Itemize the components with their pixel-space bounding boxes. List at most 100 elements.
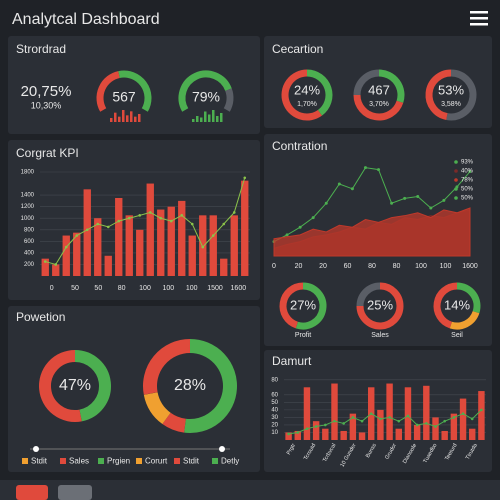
legend-dot xyxy=(454,169,458,173)
bar xyxy=(303,387,311,440)
x-tick-label: 50 xyxy=(94,285,102,292)
menu-bar xyxy=(470,23,488,26)
mini-bar xyxy=(138,114,141,122)
line-point xyxy=(324,201,328,205)
legend-label: Stdit xyxy=(183,457,200,466)
bottom-bar xyxy=(0,480,500,500)
trend-point xyxy=(159,216,163,220)
legend-label: 50% xyxy=(461,196,474,202)
donut-segment xyxy=(446,69,477,121)
x-tick-label: 100 xyxy=(162,285,174,292)
y-tick-label: 80 xyxy=(271,377,278,383)
bar xyxy=(349,413,357,440)
bar xyxy=(322,428,329,440)
y-tick-label: 1800 xyxy=(21,170,35,176)
x-tick-label: 1600 xyxy=(231,285,247,292)
line-point xyxy=(442,198,446,202)
slider-handle[interactable] xyxy=(33,446,39,452)
trend-point xyxy=(232,211,236,214)
gauge-fill xyxy=(178,70,232,112)
donut-label: 53% xyxy=(438,82,464,97)
line xyxy=(273,167,471,243)
bar xyxy=(294,430,301,440)
app-icon[interactable] xyxy=(16,485,48,500)
line-point xyxy=(468,170,472,174)
donut-sub: 3,70% xyxy=(369,101,389,108)
legend-label: Prgien xyxy=(107,457,130,466)
donut-segment xyxy=(433,282,458,329)
mini-bar xyxy=(216,116,219,122)
header-title: Analytcal Dashboard xyxy=(12,11,160,28)
trend-point xyxy=(117,219,121,223)
bar xyxy=(115,198,123,276)
bar xyxy=(94,218,102,276)
menu-bar xyxy=(470,11,488,14)
bar xyxy=(125,215,133,276)
sub-stat: 10,30% xyxy=(31,100,62,110)
mini-bar xyxy=(204,111,207,122)
menu-icon[interactable] xyxy=(470,11,488,26)
line-point xyxy=(285,233,289,237)
line-point xyxy=(377,168,381,172)
line-point xyxy=(298,225,302,229)
bar xyxy=(404,387,412,440)
x-tick-label: 50 xyxy=(71,285,79,292)
mini-bar xyxy=(192,119,195,122)
donut-segment xyxy=(281,69,322,121)
legend-label: 78% xyxy=(461,178,474,184)
legend-dot xyxy=(454,196,458,200)
trend-point xyxy=(342,422,345,425)
bar xyxy=(450,413,458,440)
donut-segment xyxy=(353,69,380,96)
bar xyxy=(209,215,217,276)
legend-dot xyxy=(454,187,458,191)
donut-segment xyxy=(425,69,452,121)
y-tick-label: 40 xyxy=(271,407,278,413)
x-tick-label: 1500 xyxy=(207,285,223,292)
trend-line xyxy=(45,177,246,266)
x-tick-label: 80 xyxy=(393,263,401,270)
donut-segment xyxy=(162,412,187,433)
trend-point xyxy=(333,419,336,423)
donut-segment xyxy=(143,339,191,395)
bar xyxy=(478,391,485,440)
trend-point xyxy=(43,260,47,263)
y-tick-label: 200 xyxy=(24,262,35,268)
gauge-rest xyxy=(223,88,234,112)
legend-swatch xyxy=(212,458,218,464)
trend-point xyxy=(296,431,300,434)
bar xyxy=(423,385,430,440)
trend-point xyxy=(138,214,142,217)
y-tick-label: 30 xyxy=(271,415,278,421)
y-tick-label: 10 xyxy=(271,430,278,436)
trend-point xyxy=(96,222,100,226)
trend-point xyxy=(480,408,483,412)
legend-label: 40% xyxy=(461,169,474,175)
trend-point xyxy=(324,423,327,427)
trend-point xyxy=(75,234,79,237)
trend-point xyxy=(443,419,446,423)
bar xyxy=(220,258,228,276)
bar xyxy=(358,432,366,440)
slider-handle[interactable] xyxy=(219,446,225,452)
bar xyxy=(285,432,292,440)
donut-segment xyxy=(449,310,480,330)
mini-bar xyxy=(220,113,223,122)
donut-segment xyxy=(295,282,327,330)
legend-swatch xyxy=(136,458,142,464)
panel xyxy=(8,140,260,300)
donut-segment xyxy=(143,391,171,425)
panel-title: Cecartion xyxy=(272,42,323,56)
donut-label: 467 xyxy=(368,82,390,97)
gauge-rest xyxy=(118,70,152,112)
bar xyxy=(104,255,112,276)
donut-sub: 3,58% xyxy=(441,101,461,108)
mini-bar xyxy=(134,116,137,122)
trend-point xyxy=(222,222,226,226)
app-icon[interactable] xyxy=(58,485,92,500)
donut-segment xyxy=(353,94,404,121)
mini-bar xyxy=(126,115,129,122)
line-point xyxy=(390,201,394,205)
y-tick-label: 1200 xyxy=(21,204,35,210)
